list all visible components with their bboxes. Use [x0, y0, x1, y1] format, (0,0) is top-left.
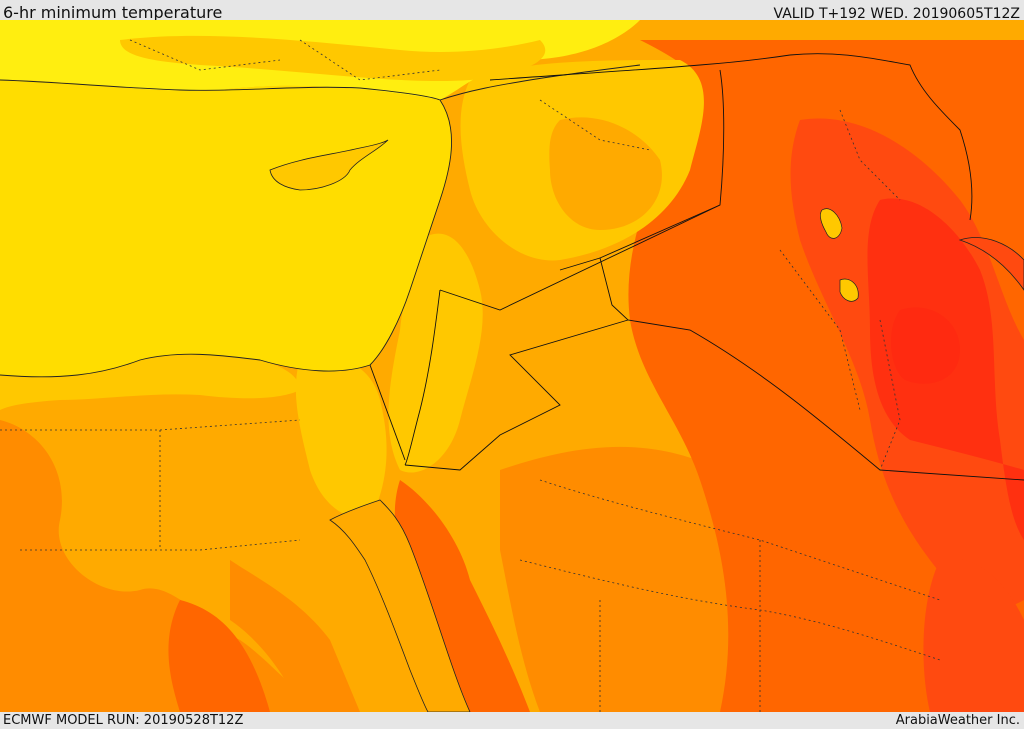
sinai-yellow-zone	[295, 356, 387, 520]
credit-label: ArabiaWeather Inc.	[895, 713, 1020, 728]
header-bar: 6-hr minimum temperature VALID T+192 WED…	[0, 0, 1024, 22]
map-title: 6-hr minimum temperature	[3, 3, 223, 22]
persian-gulf	[958, 237, 1024, 291]
cyprus-island	[269, 139, 389, 191]
red-sea-coast-red-band	[394, 480, 530, 712]
red-sea	[329, 499, 471, 712]
model-run-label: ECMWF MODEL RUN: 20190528T12Z	[3, 713, 244, 728]
country-borders	[369, 53, 1024, 481]
temperature-map[interactable]	[0, 20, 1024, 712]
map-canvas[interactable]	[0, 20, 1024, 712]
egypt-orange-zone	[0, 420, 330, 712]
footer-bar: ECMWF MODEL RUN: 20190528T12Z ArabiaWeat…	[0, 712, 1024, 729]
nile-corridor-orange	[230, 560, 360, 712]
coastline	[0, 64, 641, 378]
turkey-yellow-orange-band	[120, 35, 546, 82]
southeast-red-patch	[923, 558, 1024, 712]
lake-tharthar	[820, 208, 843, 239]
syria-orange-zone	[549, 117, 662, 230]
iraq-deep-red-blob	[890, 307, 960, 384]
mediterranean-sea	[0, 80, 452, 377]
lake-razzaza	[839, 278, 859, 302]
sudan-dark-orange-zone	[168, 600, 270, 712]
province-borders	[0, 39, 941, 712]
egypt-coast-band	[0, 354, 300, 410]
levant-yellow-zone	[388, 233, 483, 473]
valid-time-label: VALID T+192 WED. 20190605T12Z	[773, 6, 1020, 22]
